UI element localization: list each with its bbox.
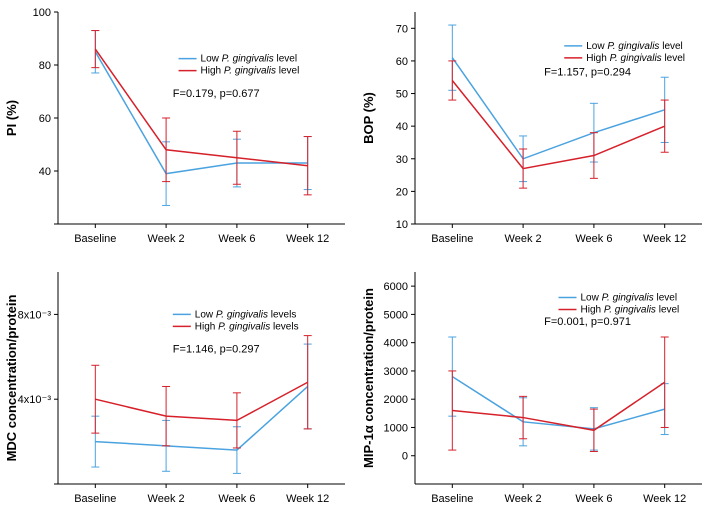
x-tick-label: Baseline bbox=[74, 493, 116, 505]
y-axis-label: MIP-1α concentration/protein bbox=[361, 288, 376, 468]
stat-text: F=1.146, p=0.297 bbox=[173, 344, 260, 356]
x-tick-label: Week 12 bbox=[286, 493, 329, 505]
y-tick-label: 4x10⁻³ bbox=[18, 394, 52, 406]
chart-panel-bop: 10 20 30 40 50 60 70 Baseline Week 2 Week 6 Week 1… bbox=[357, 0, 714, 260]
legend-label-low: Low P. gingivalis level bbox=[581, 292, 678, 303]
stat-text: F=0.001, p=0.971 bbox=[544, 316, 631, 328]
y-axis-label: BOP (%) bbox=[361, 92, 376, 144]
chart-panel-mip: 0 1000 2000 3000 4000 5000 6000 Baseline Week 2 W… bbox=[357, 260, 714, 520]
series-line-low bbox=[452, 377, 664, 429]
x-tick-label: Week 6 bbox=[218, 493, 255, 505]
chart-panel-pi: 40 60 80 100 Baseline Week 2 Week 6 Week 12 PI (… bbox=[0, 0, 357, 260]
legend-label-low: Low P. gingivalis level bbox=[201, 54, 298, 65]
x-tick-label: Week 12 bbox=[286, 233, 329, 245]
y-tick-label: 30 bbox=[396, 154, 408, 166]
legend-label-low: Low P. gingivalis levels bbox=[195, 309, 297, 320]
y-tick-label: 5000 bbox=[384, 309, 408, 321]
stat-text: F=1.157, p=0.294 bbox=[544, 67, 631, 79]
x-tick-label: Baseline bbox=[74, 233, 116, 245]
y-tick-label: 80 bbox=[39, 60, 51, 72]
legend-label-low: Low P. gingivalis level bbox=[586, 41, 683, 52]
y-axis-label: MDC concentration/protein bbox=[4, 295, 19, 462]
y-tick-label: 3000 bbox=[384, 366, 408, 378]
y-tick-label: 8x10⁻³ bbox=[18, 309, 52, 321]
legend-label-high: High P. gingivalis level bbox=[581, 304, 680, 315]
stat-text: F=0.179, p=0.677 bbox=[173, 88, 260, 100]
y-tick-label: 10 bbox=[396, 219, 408, 231]
y-tick-label: 70 bbox=[396, 23, 408, 35]
x-tick-label: Week 2 bbox=[505, 493, 542, 505]
y-tick-label: 0 bbox=[402, 451, 408, 463]
legend-label-high: High P. gingivalis level bbox=[586, 53, 685, 64]
legend-label-high: High P. gingivalis levels bbox=[195, 321, 299, 332]
y-axis-label: PI (%) bbox=[4, 100, 19, 136]
y-tick-label: 1000 bbox=[384, 422, 408, 434]
x-tick-label: Baseline bbox=[431, 233, 473, 245]
chart-bop: 10 20 30 40 50 60 70 Baseline Week 2 Week 6 Week 1… bbox=[357, 0, 714, 260]
series-line-high bbox=[452, 80, 664, 168]
y-tick-label: 4000 bbox=[384, 338, 408, 350]
x-tick-label: Week 12 bbox=[643, 233, 686, 245]
y-tick-label: 60 bbox=[39, 113, 51, 125]
y-tick-label: 100 bbox=[33, 7, 51, 19]
x-tick-label: Week 2 bbox=[505, 233, 542, 245]
x-tick-label: Week 2 bbox=[148, 233, 185, 245]
y-tick-label: 40 bbox=[396, 121, 408, 133]
chart-mip: 0 1000 2000 3000 4000 5000 6000 Baseline Week 2 W… bbox=[357, 260, 714, 520]
y-tick-label: 6000 bbox=[384, 281, 408, 293]
y-tick-label: 20 bbox=[396, 186, 408, 198]
y-tick-label: 60 bbox=[396, 56, 408, 68]
x-tick-label: Week 6 bbox=[575, 493, 612, 505]
chart-pi: 40 60 80 100 Baseline Week 2 Week 6 Week 12 PI (… bbox=[0, 0, 357, 260]
y-tick-label: 40 bbox=[39, 166, 51, 178]
legend-label-high: High P. gingivalis level bbox=[201, 66, 300, 77]
x-tick-label: Baseline bbox=[431, 493, 473, 505]
x-tick-label: Week 12 bbox=[643, 493, 686, 505]
series-line-high bbox=[452, 382, 664, 430]
x-tick-label: Week 6 bbox=[575, 233, 612, 245]
x-tick-label: Week 2 bbox=[148, 493, 185, 505]
chart-mdc: 4x10⁻³ 8x10⁻³ Baseline Week 2 Week 6 Week 12 M… bbox=[0, 260, 357, 520]
chart-panel-mdc: 4x10⁻³ 8x10⁻³ Baseline Week 2 Week 6 Week 12 M… bbox=[0, 260, 357, 520]
y-tick-label: 2000 bbox=[384, 394, 408, 406]
y-tick-label: 50 bbox=[396, 89, 408, 101]
x-tick-label: Week 6 bbox=[218, 233, 255, 245]
